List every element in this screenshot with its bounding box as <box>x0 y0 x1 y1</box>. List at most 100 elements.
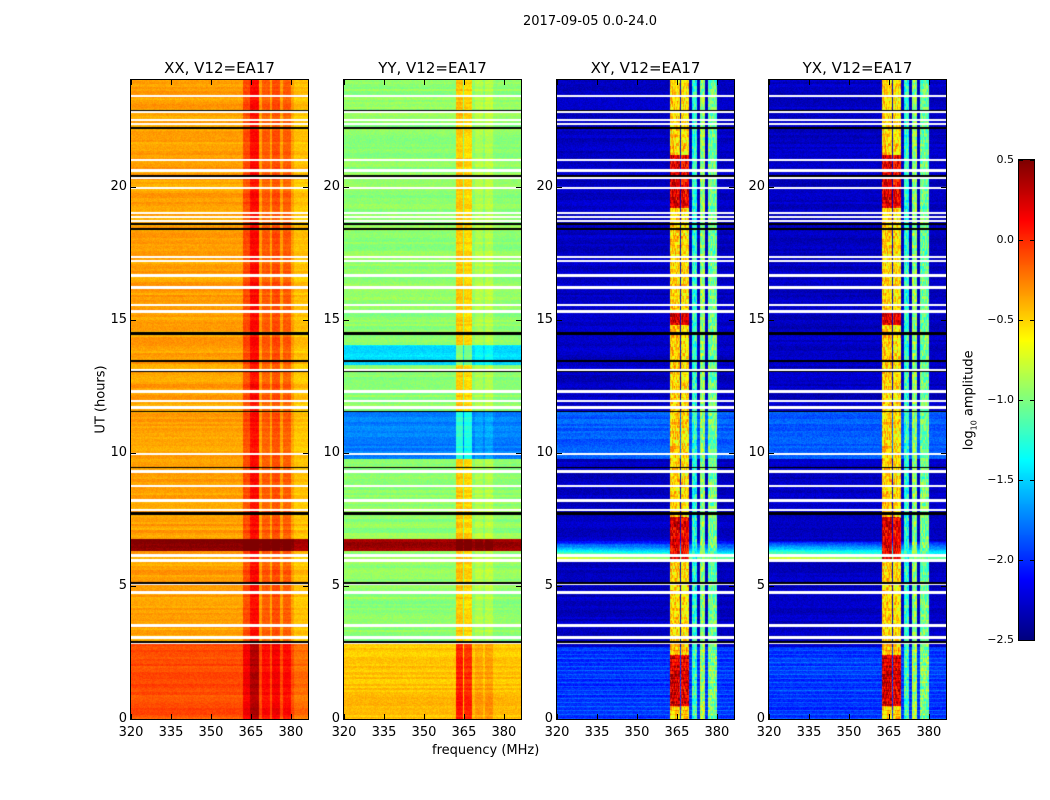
x-tick-top <box>636 80 638 85</box>
x-tick <box>210 714 212 719</box>
y-tick-label: 20 <box>323 178 340 194</box>
x-tick-top <box>716 80 718 85</box>
x-tick-label: 335 <box>158 725 184 740</box>
x-tick-label: 320 <box>331 725 357 740</box>
colorbar-tick-right <box>1030 240 1034 241</box>
colorbar-tick-right <box>1030 480 1034 481</box>
y-tick-right <box>729 452 734 454</box>
y-tick-label: 15 <box>536 311 553 327</box>
colorbar-label-rest: amplitude <box>961 350 977 421</box>
colorbar-tick <box>1019 640 1023 641</box>
colorbar-tick-label: −1.5 <box>987 473 1014 486</box>
y-tick-label: 10 <box>110 444 127 460</box>
x-tick-label: 380 <box>916 725 942 740</box>
x-tick-top <box>463 80 465 85</box>
y-tick-right <box>303 452 308 454</box>
x-tick <box>848 714 850 719</box>
colorbar-tick-right <box>1030 160 1034 161</box>
colorbar-tick <box>1019 560 1023 561</box>
y-tick-right <box>941 319 946 321</box>
y-tick-right <box>729 319 734 321</box>
y-tick-label: 10 <box>323 444 340 460</box>
y-tick-right <box>941 186 946 188</box>
x-tick <box>557 714 558 719</box>
y-tick-right <box>941 452 946 454</box>
y-tick-label: 0 <box>118 711 127 726</box>
colorbar-tick-right <box>1030 400 1034 401</box>
colorbar-tick-label: −2.5 <box>987 633 1014 646</box>
colorbar-tick-label: −2.0 <box>987 553 1014 566</box>
x-tick-label: 365 <box>238 725 264 740</box>
y-tick-right <box>516 319 521 321</box>
colorbar-gradient <box>1019 160 1034 640</box>
x-tick <box>769 714 770 719</box>
y-tick-label: 15 <box>110 311 127 327</box>
heatmap-panel <box>556 79 735 720</box>
colorbar-tick-label: −0.5 <box>987 313 1014 326</box>
x-tick-label: 320 <box>544 725 570 740</box>
x-tick-label: 350 <box>624 725 650 740</box>
x-tick-label: 380 <box>704 725 730 740</box>
x-tick <box>250 714 252 719</box>
y-tick-right <box>516 186 521 188</box>
y-axis-label: UT (hours) <box>93 365 109 434</box>
figure-title: 2017-09-05 0.0-24.0 <box>523 14 657 29</box>
x-tick-label: 380 <box>278 725 304 740</box>
x-tick <box>808 714 810 719</box>
x-tick-top <box>423 80 425 85</box>
x-tick <box>676 714 678 719</box>
x-tick-top <box>808 80 810 85</box>
y-tick-right <box>303 719 308 720</box>
colorbar-tick <box>1019 160 1023 161</box>
x-tick-label: 335 <box>371 725 397 740</box>
colorbar-tick-label: −1.0 <box>987 393 1014 406</box>
panel-title: XX, V12=EA17 <box>164 59 275 77</box>
y-tick <box>769 319 774 321</box>
x-tick <box>596 714 598 719</box>
y-tick-right <box>516 585 521 587</box>
x-tick-top <box>170 80 172 85</box>
x-tick <box>423 714 425 719</box>
y-tick <box>344 319 349 321</box>
colorbar-tick <box>1019 480 1023 481</box>
y-tick <box>344 452 349 454</box>
x-tick-label: 320 <box>756 725 782 740</box>
y-tick-label: 0 <box>331 711 340 726</box>
colorbar-tick-right <box>1030 640 1034 641</box>
x-tick <box>131 714 132 719</box>
y-tick-right <box>729 186 734 188</box>
x-tick-label: 335 <box>584 725 610 740</box>
x-tick-label: 335 <box>796 725 822 740</box>
y-tick-right <box>941 719 946 720</box>
x-tick <box>463 714 465 719</box>
y-tick <box>557 452 562 454</box>
y-tick-right <box>303 319 308 321</box>
x-tick-top <box>503 80 505 85</box>
heatmap-panel <box>130 79 309 720</box>
x-tick-label: 380 <box>491 725 517 740</box>
x-tick-top <box>344 80 345 85</box>
x-tick-top <box>290 80 292 85</box>
x-tick-top <box>596 80 598 85</box>
colorbar-tick <box>1019 400 1023 401</box>
x-tick <box>716 714 718 719</box>
panel-title: YY, V12=EA17 <box>378 59 487 77</box>
y-tick <box>557 319 562 321</box>
colorbar-label-sub: 10 <box>969 420 979 431</box>
x-tick-label: 320 <box>118 725 144 740</box>
x-tick <box>344 714 345 719</box>
x-tick-label: 350 <box>411 725 437 740</box>
colorbar-label: log10 amplitude <box>962 335 979 465</box>
colorbar-tick-label: 0.5 <box>996 153 1015 166</box>
x-tick-top <box>250 80 252 85</box>
x-tick <box>383 714 385 719</box>
y-tick <box>557 186 562 188</box>
x-tick-top <box>848 80 850 85</box>
y-tick-label: 0 <box>544 711 553 726</box>
x-tick-top <box>888 80 890 85</box>
heatmap-image <box>557 80 734 719</box>
y-tick-label: 15 <box>748 311 765 327</box>
x-tick-top <box>210 80 212 85</box>
y-tick <box>131 719 136 720</box>
